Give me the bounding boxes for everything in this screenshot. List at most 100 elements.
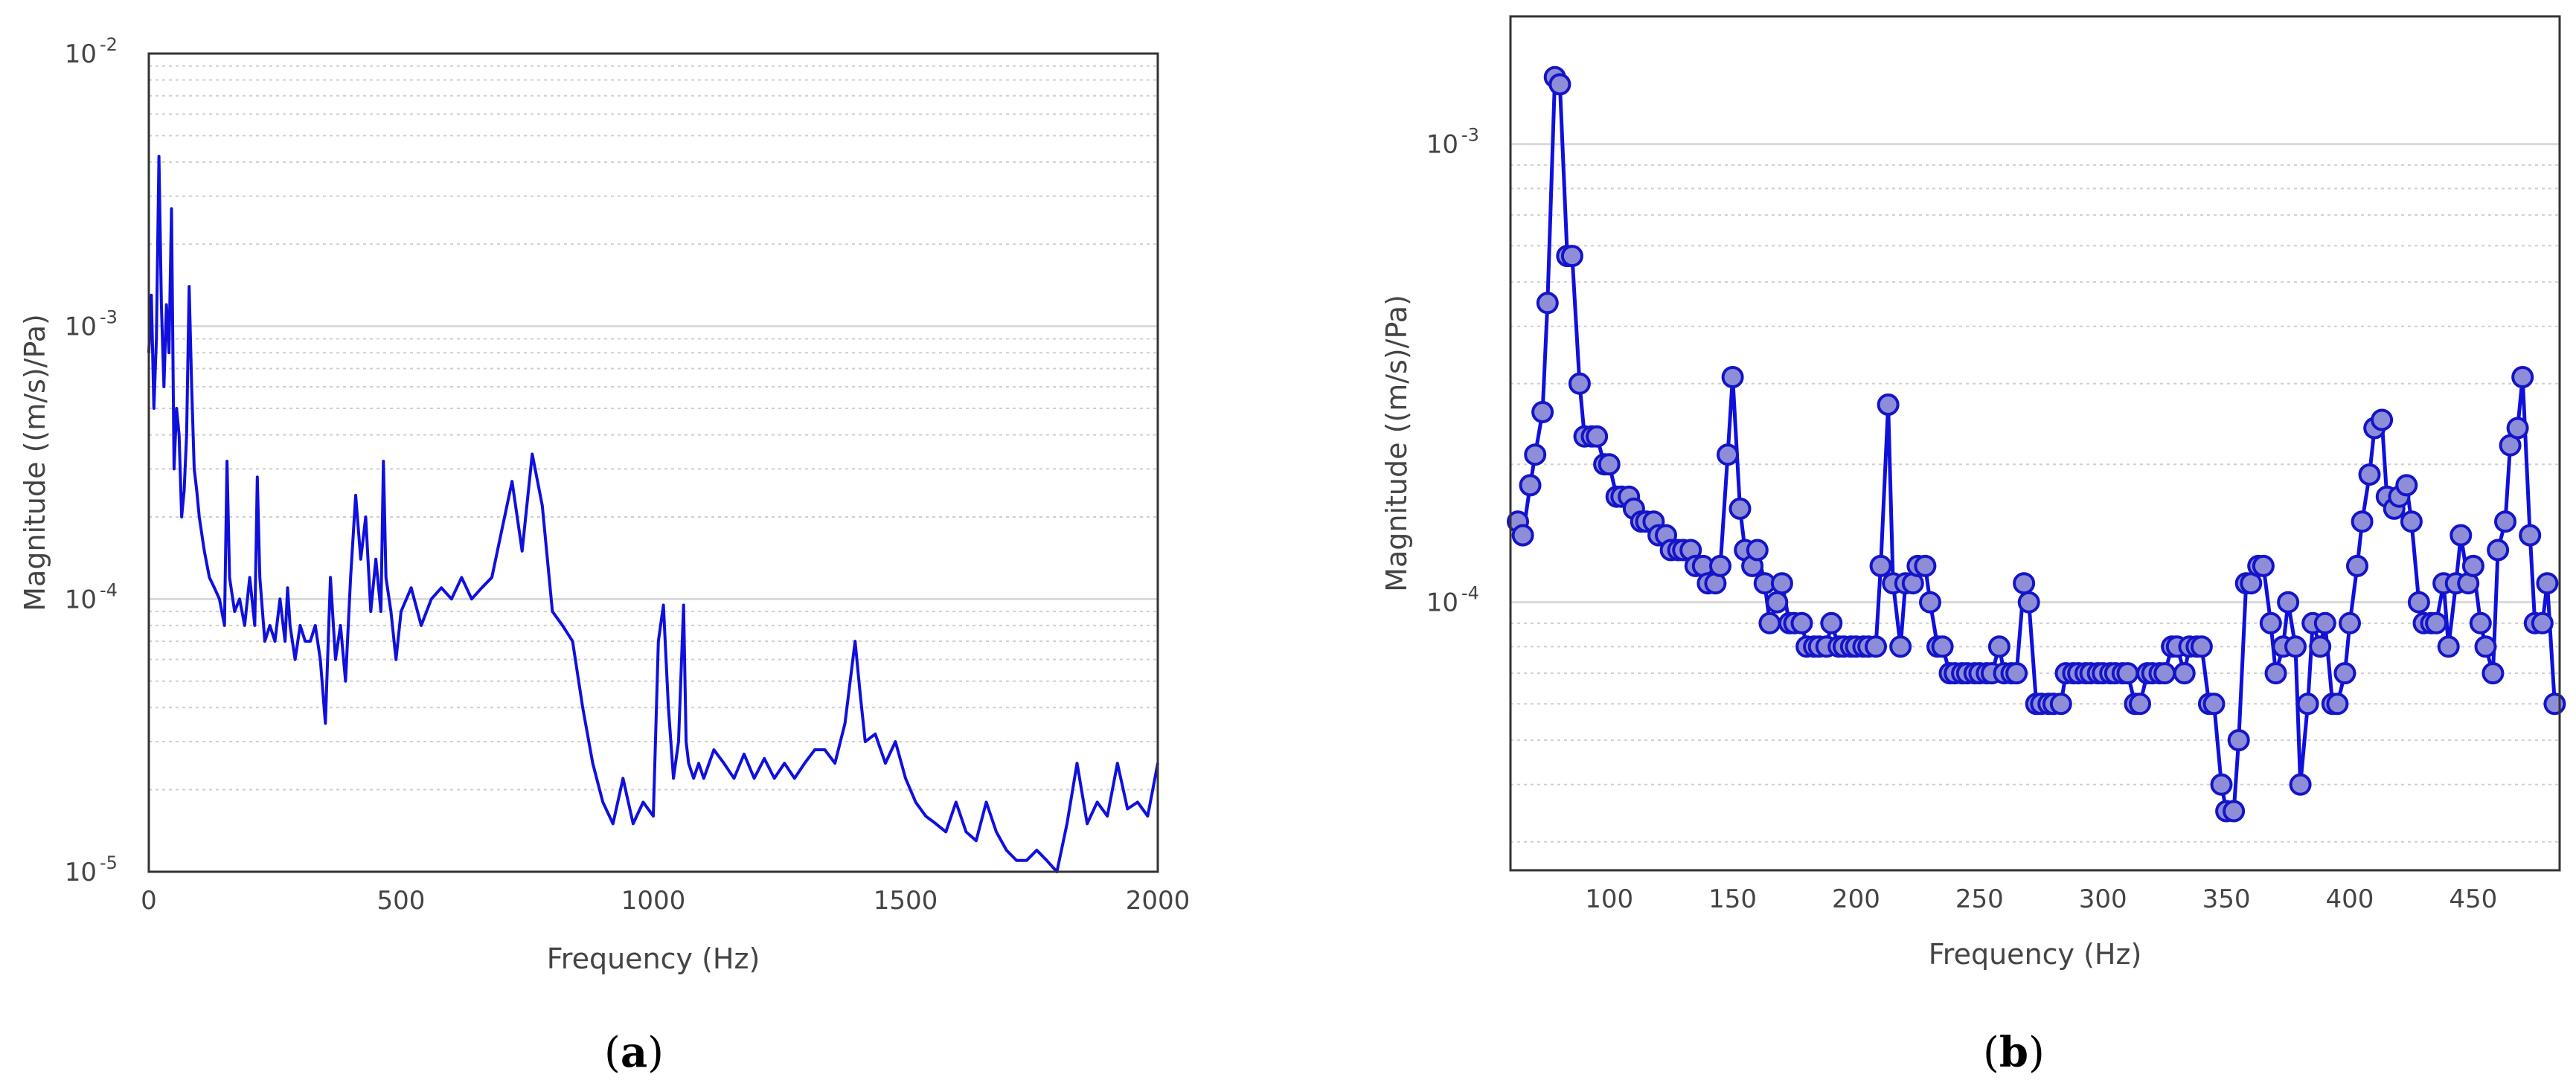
data-point [1758,611,1781,634]
data-point [2309,635,2332,658]
data-point [2531,611,2554,634]
y-tick-base: 10 [1426,588,1458,618]
data-point [2296,692,2319,716]
y-axis-title-a: Magnitude ((m/s)/Pa) [19,314,51,611]
y-ticks-a: 10-510-410-310-2 [65,34,118,887]
x-tick-label: 200 [1832,884,1880,914]
data-point [1524,443,1547,466]
x-tick-label: 150 [1708,884,1757,914]
data-point [2005,662,2028,685]
data-point [2437,635,2460,658]
x-axis-title-a: Frequency (Hz) [547,942,760,975]
y-tick-exponent: -2 [100,34,118,55]
data-point [2506,417,2529,440]
data-point [2013,572,2036,595]
x-tick-label: 450 [2449,884,2497,914]
data-point [2469,611,2492,634]
data-point [1709,554,1731,577]
data-point [2284,635,2307,658]
data-point [2487,539,2510,562]
panel-b: 100 150 200 250 300 350 400 450 10-410-3 Freque… [1380,15,2566,1077]
data-point [2474,635,2497,658]
data-point [2223,800,2246,823]
data-point [1560,245,1583,268]
caption-letter-b: b [1999,1028,2028,1077]
x-tick-label: 0 [141,886,157,916]
data-point [2017,591,2040,614]
data-point [2482,662,2505,685]
y-tick-label: 10 [65,585,97,614]
data-point [2289,773,2312,796]
y-tick-label: 10 [65,312,97,342]
data-point [2190,635,2213,658]
data-point [2519,524,2542,547]
data-point [2333,662,2356,685]
y-tick-exponent: -4 [1461,583,1479,604]
y-tick-label: 10 [65,858,97,887]
x-tick-label: 100 [1585,884,1633,914]
x-tick-label: 1000 [621,886,686,916]
data-point [1511,524,1534,547]
series-markers-b [1507,65,2566,823]
panel-caption-b: (b) [1983,1028,2045,1077]
data-point [1721,366,1744,388]
data-point [2395,474,2418,497]
x-ticks-a: 0 500 1000 1500 2000 [141,886,1190,916]
data-point [2259,611,2282,634]
caption-close-a: ) [647,1029,664,1077]
x-tick-label: 2000 [1126,886,1191,916]
data-point [1717,443,1739,466]
x-axis-title-b: Frequency (Hz) [1929,938,2142,971]
y-tick-exponent: -5 [100,852,118,873]
data-point [2252,554,2275,577]
caption-open-a: ( [604,1029,621,1077]
y-tick-exponent: -3 [100,307,118,328]
data-point [2277,591,2300,614]
y-tick-base: 10 [65,39,97,69]
caption-open-b: ( [1983,1029,1999,1077]
data-point [2400,510,2423,533]
plot-frame-b [1509,15,2561,872]
data-point [2173,662,2196,685]
y-tick-exponent: -3 [1461,125,1479,146]
data-point [1598,453,1621,476]
data-point [2129,692,2151,716]
x-tick-label: 250 [1955,884,2004,914]
data-point [1889,635,1912,658]
caption-letter-a: a [621,1028,647,1077]
grid-a [149,65,1158,791]
y-tick-label: 10 [1426,130,1458,160]
data-point [1877,393,1900,416]
plot-frame-a [147,52,1159,873]
data-point [2313,611,2336,634]
data-point [2351,510,2374,533]
data-point [2153,662,2176,685]
data-point [2450,524,2473,547]
data-point [2346,554,2368,577]
y-tick-base: 10 [65,585,97,614]
data-point [2210,773,2233,796]
data-point [2326,692,2349,716]
y-ticks-b: 10-410-3 [1426,125,1479,618]
data-point [2339,611,2361,634]
data-point [1519,474,1542,497]
x-tick-label: 1500 [874,886,938,916]
data-point [1914,554,1937,577]
y-tick-base: 10 [65,312,97,342]
x-tick-label: 400 [2326,884,2374,914]
data-point [1536,292,1559,315]
data-point [1919,591,1941,614]
y-axis-title-b: Magnitude ((m/s)/Pa) [1380,295,1413,592]
data-point [2511,366,2534,388]
data-point [2049,692,2072,716]
data-point [2407,591,2430,614]
y-tick-exponent: -4 [100,579,118,600]
data-point [2116,662,2139,685]
data-point [2264,662,2287,685]
x-tick-label: 500 [377,886,426,916]
y-tick-label: 10 [1426,588,1458,618]
data-point [1728,497,1752,520]
data-point [1865,635,1887,658]
